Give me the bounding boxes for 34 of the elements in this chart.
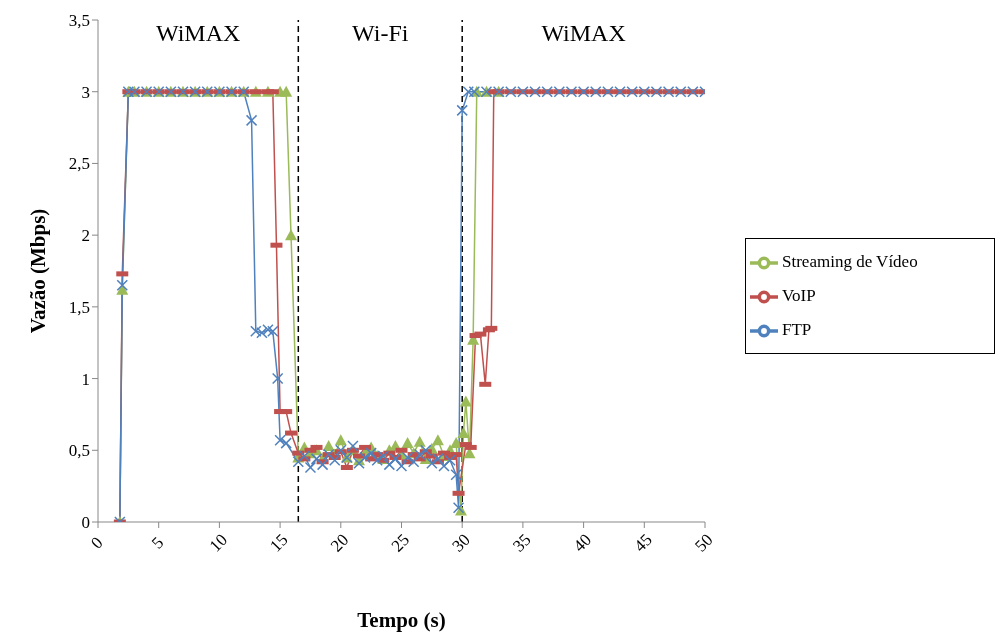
y-tick-label: 3 [81,82,90,102]
x-tick-label: 50 [691,530,717,556]
point [431,434,444,446]
point [285,229,298,241]
y-tick-label: 0,5 [68,441,90,461]
point [413,435,426,447]
point [401,437,414,449]
x-tick-label: 40 [569,530,596,556]
x-tick-label: 20 [326,530,353,556]
legend-label: Streaming de Vídeo [782,252,918,271]
y-tick-label: 1,5 [68,297,90,317]
x-axis-title: Tempo (s) [357,607,446,632]
x-tick-label: 30 [448,530,474,556]
point [450,437,463,449]
x-tick-label: 25 [387,530,414,556]
legend-label: FTP [782,320,812,339]
point [459,395,472,407]
x-tick-label: 15 [266,530,292,556]
point [334,434,347,446]
y-tick-label: 2,5 [68,154,90,174]
point [280,85,293,97]
annotation: WiMAX [541,20,626,47]
y-tick-label: 2 [81,226,90,246]
x-tick-label: 35 [509,530,535,556]
y-tick-label: 1 [81,369,90,389]
annotation: Wi-Fi [352,20,409,47]
x-tick-label: 5 [147,533,168,553]
annotation: WiMAX [155,20,241,47]
y-tick-label: 3,5 [68,11,90,31]
y-tick-label: 0 [81,513,90,533]
x-tick-label: 10 [205,530,231,556]
legend-label: VoIP [782,286,816,305]
y-axis-title: Vazão (Mbps) [26,208,51,334]
x-tick-label: 45 [630,530,656,556]
